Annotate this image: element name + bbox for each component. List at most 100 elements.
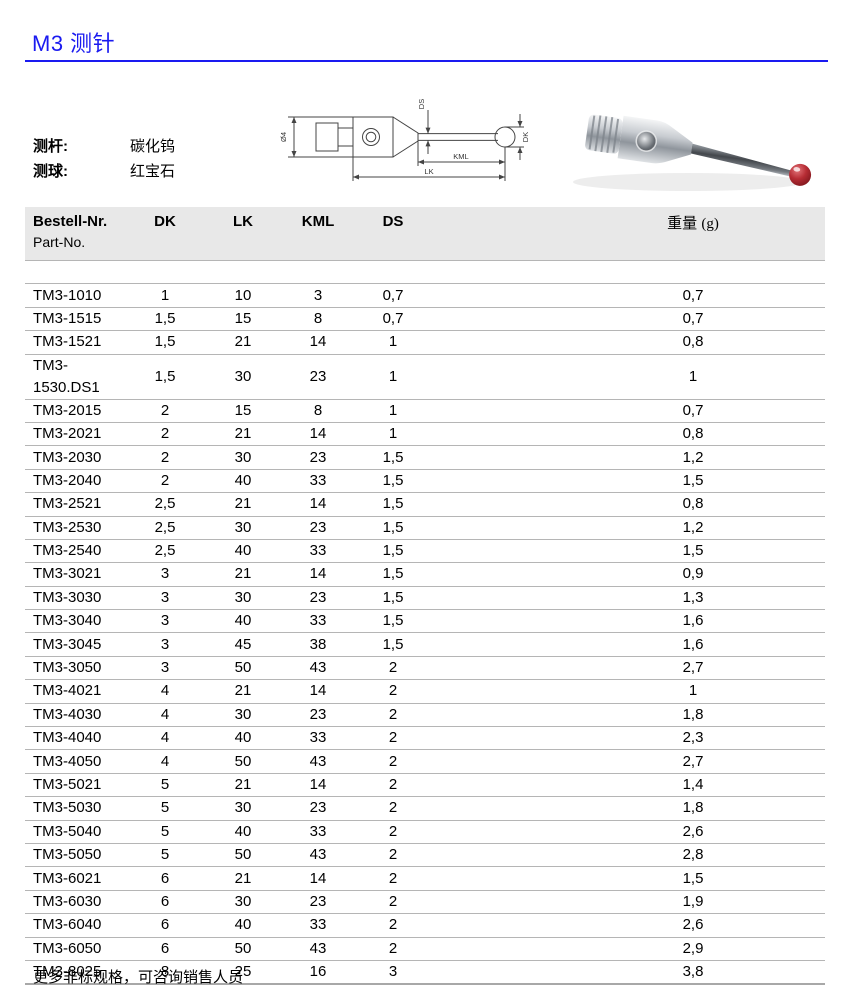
cell-kml: 14 [281, 772, 355, 797]
cell-part-no: TM3-3045 [25, 632, 125, 657]
table-row: TM3-4050 4 50 43 2 2,7 [25, 749, 825, 774]
cell-dk: 6 [125, 913, 205, 938]
cell-spacer [431, 353, 561, 400]
table-row: TM3-3030 3 30 23 1,5 1,3 [25, 585, 825, 610]
cell-dk: 4 [125, 702, 205, 727]
cell-spacer [431, 726, 561, 750]
cell-weight: 1,2 [561, 515, 825, 540]
cell-weight: 1,3 [561, 585, 825, 610]
cell-lk: 10 [205, 283, 281, 308]
cell-lk: 30 [205, 889, 281, 914]
header-weight: 重量 (g) [561, 207, 825, 261]
cell-lk: 21 [205, 330, 281, 355]
diagram-label-kml: KML [453, 152, 468, 161]
table-row: TM3-6040 6 40 33 2 2,6 [25, 913, 825, 938]
diagram-label-diameter: Ø4 [279, 132, 288, 142]
cell-ds: 2 [355, 679, 431, 704]
cell-weight: 1,4 [561, 772, 825, 797]
table-row: TM3-3050 3 50 43 2 2,7 [25, 655, 825, 680]
cell-weight: 2,7 [561, 655, 825, 680]
title-divider [25, 60, 828, 62]
cell-spacer [431, 749, 561, 774]
cell-ds: 2 [355, 866, 431, 891]
cell-part-no: TM3-3030 [25, 585, 125, 610]
table-row: TM3-5030 5 30 23 2 1,8 [25, 796, 825, 821]
cell-kml: 43 [281, 842, 355, 867]
cell-weight: 2,6 [561, 819, 825, 844]
cell-lk: 40 [205, 468, 281, 493]
header-gap-row [25, 259, 825, 284]
table-row: TM3-2530 2,5 30 23 1,5 1,2 [25, 515, 825, 540]
header-part-no-label: Part-No. [33, 234, 86, 250]
cell-part-no: TM3-2521 [25, 492, 125, 517]
cell-weight: 1 [561, 353, 825, 400]
cell-part-no: TM3-3050 [25, 655, 125, 680]
cell-spacer [431, 866, 561, 891]
table-row: TM3-6030 6 30 23 2 1,9 [25, 889, 825, 914]
cell-dk: 2 [125, 468, 205, 493]
header-order-no-label: Bestell-Nr. [33, 213, 108, 230]
cell-kml: 43 [281, 749, 355, 774]
cell-lk: 21 [205, 679, 281, 704]
cell-part-no: TM3-4050 [25, 749, 125, 774]
table-row: TM3-1515 1,5 15 8 0,7 0,7 [25, 306, 825, 331]
cell-dk: 5 [125, 819, 205, 844]
cell-ds: 2 [355, 749, 431, 774]
header-dk: DK [125, 207, 205, 261]
cell-ds: 2 [355, 655, 431, 680]
cell-part-no: TM3-2030 [25, 445, 125, 470]
cell-weight: 1,8 [561, 796, 825, 821]
cell-spacer [431, 585, 561, 610]
table-row: TM3-2540 2,5 40 33 1,5 1,5 [25, 538, 825, 563]
cell-lk: 21 [205, 492, 281, 517]
cell-ds: 1 [355, 330, 431, 355]
cell-weight: 2,8 [561, 842, 825, 867]
cell-spacer [431, 492, 561, 517]
cell-weight: 1,6 [561, 632, 825, 657]
cell-spacer [431, 819, 561, 844]
spec-table-body: TM3-1010 1 10 3 0,7 0,7 TM3-1515 1,5 15 8 0,7 0,7 TM… [25, 259, 825, 986]
photo-shadow [573, 173, 803, 191]
cell-ds: 1 [355, 353, 431, 400]
cell-kml: 23 [281, 353, 355, 400]
table-row: TM3-4021 4 21 14 2 1 [25, 679, 825, 704]
cell-spacer [431, 468, 561, 493]
cell-ds: 1,5 [355, 445, 431, 470]
cell-part-no: TM3-5030 [25, 796, 125, 821]
cell-ds: 2 [355, 772, 431, 797]
ruby-highlight [793, 167, 801, 172]
cell-dk: 3 [125, 655, 205, 680]
cell-ds: 3 [355, 959, 431, 986]
table-row: TM3-2021 2 21 14 1 0,8 [25, 421, 825, 446]
cell-dk: 5 [125, 796, 205, 821]
cell-kml: 43 [281, 936, 355, 961]
cell-part-no: TM3-1515 [25, 306, 125, 331]
spec-shaft-row: 测杆: 碳化钨 [33, 134, 175, 159]
cell-lk: 30 [205, 515, 281, 540]
header-spacer [431, 207, 561, 261]
cell-part-no: TM3-5050 [25, 842, 125, 867]
cell-part-no: TM3-3021 [25, 562, 125, 587]
cell-spacer [431, 842, 561, 867]
cell-weight: 1,9 [561, 889, 825, 914]
cell-ds: 1,5 [355, 492, 431, 517]
material-specs: 测杆: 碳化钨 测球: 红宝石 [33, 134, 175, 184]
ball-value: 红宝石 [130, 163, 176, 180]
table-row: TM3-2015 2 15 8 1 0,7 [25, 398, 825, 423]
cell-weight: 0,8 [561, 492, 825, 517]
cell-dk: 5 [125, 842, 205, 867]
cell-spacer [431, 515, 561, 540]
shaft-value: 碳化钨 [130, 138, 176, 155]
cell-lk: 30 [205, 445, 281, 470]
cell-dk: 2 [125, 445, 205, 470]
cell-ds: 2 [355, 842, 431, 867]
table-row: TM3-2521 2,5 21 14 1,5 0,8 [25, 492, 825, 517]
cell-spacer [431, 772, 561, 797]
cell-dk: 4 [125, 679, 205, 704]
cell-ds: 2 [355, 796, 431, 821]
table-row: TM3-1010 1 10 3 0,7 0,7 [25, 283, 825, 308]
cell-weight: 0,7 [561, 306, 825, 331]
cell-spacer [431, 796, 561, 821]
cell-lk: 25 [205, 959, 281, 986]
